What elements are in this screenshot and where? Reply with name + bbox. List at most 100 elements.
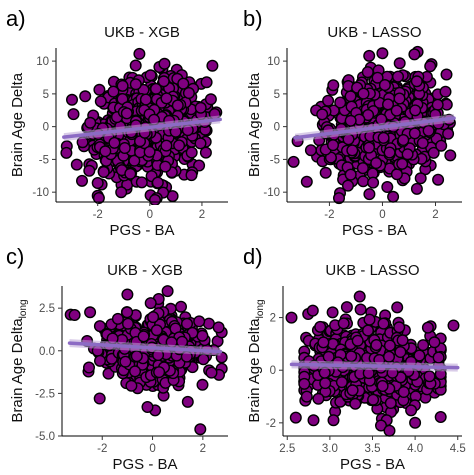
data-point (434, 411, 447, 424)
data-point (99, 145, 112, 158)
data-point (121, 288, 134, 301)
data-point (387, 190, 400, 203)
data-point (197, 353, 210, 366)
data-point (160, 139, 173, 152)
data-point (424, 60, 437, 73)
data-point (93, 83, 106, 96)
data-point (65, 93, 78, 106)
data-point (444, 149, 457, 162)
data-point (334, 96, 347, 109)
data-point (196, 378, 209, 391)
data-point (83, 164, 96, 177)
x-tick-label: 2 (200, 443, 206, 455)
data-point (378, 78, 391, 91)
data-point (205, 366, 218, 379)
data-point (367, 393, 380, 406)
data-point (171, 99, 184, 112)
points-layer (64, 285, 228, 436)
panel-d: d) UKB - LASSO 2.5 3.0 3.5 4.0 4.5 -2 0 2 PGS - BA… (243, 244, 466, 473)
y-tick-label: 5 (43, 89, 49, 101)
data-point (371, 71, 384, 84)
data-point (432, 173, 445, 186)
data-point (391, 301, 404, 314)
data-point (397, 133, 410, 146)
y-axis-label-subscript: long (255, 299, 266, 318)
data-point (327, 79, 340, 92)
data-point (147, 311, 160, 324)
data-point (91, 176, 104, 189)
data-point (92, 191, 105, 204)
panel-label: b) (243, 6, 263, 31)
trend-line (62, 117, 222, 139)
data-point (345, 350, 358, 363)
x-tick-label: 0 (149, 443, 155, 455)
data-point (326, 306, 339, 319)
data-point (390, 168, 403, 181)
data-point (362, 324, 375, 337)
trend-line (293, 116, 456, 140)
x-axis-label: PGS - BA (109, 222, 174, 239)
data-point (93, 354, 106, 367)
y-axis-label: Brain Age Deltalong (246, 299, 266, 422)
data-point (79, 90, 92, 103)
data-point (116, 79, 129, 92)
data-point (124, 167, 137, 180)
data-point (118, 141, 131, 154)
x-tick-label: 0 (379, 209, 385, 221)
data-point (381, 180, 394, 193)
data-point (383, 424, 396, 437)
data-point (200, 76, 213, 89)
panel-b: b) UKB - LASSO -2 0 2 -10 -5 0 5 10 PGS - BA Brain … (243, 6, 462, 239)
y-axis-label: Brain Age Delta (246, 72, 263, 177)
data-point (141, 401, 154, 414)
data-point (144, 69, 157, 82)
data-point (346, 384, 359, 397)
x-tick-label: 2 (199, 209, 205, 221)
data-point (337, 317, 350, 330)
data-point (383, 350, 396, 363)
data-point (107, 85, 120, 98)
data-point (317, 336, 330, 349)
y-tick-label: -5.0 (35, 431, 55, 443)
x-tick-label: -2 (324, 209, 334, 221)
x-axis-label: PGS - BA (340, 456, 405, 473)
data-point (287, 155, 300, 168)
data-point (401, 148, 414, 161)
y-tick-label: -5 (270, 154, 280, 166)
data-point (376, 47, 389, 60)
data-point (410, 182, 423, 195)
y-axis-label-subscript: long (18, 299, 29, 318)
data-point (161, 285, 174, 298)
data-point (212, 321, 225, 334)
data-point (158, 57, 171, 70)
x-tick-label: 2.5 (279, 443, 295, 455)
data-point (361, 66, 374, 79)
data-point (349, 397, 362, 410)
data-point (194, 137, 207, 150)
x-tick-label: 3.5 (365, 443, 381, 455)
data-point (357, 175, 370, 188)
data-point (67, 108, 80, 121)
y-tick-label: 0 (43, 122, 49, 134)
data-point (111, 312, 124, 325)
data-point (327, 139, 340, 152)
data-point (120, 107, 133, 120)
data-point (304, 144, 317, 157)
data-point (139, 93, 152, 106)
x-tick-label: -2 (93, 209, 103, 221)
data-point (431, 98, 444, 111)
data-point (75, 174, 88, 187)
y-tick-label: 5 (274, 89, 280, 101)
data-point (435, 139, 448, 152)
data-point (199, 146, 212, 159)
data-point (393, 321, 406, 334)
data-point (376, 380, 389, 393)
data-point (193, 315, 206, 328)
data-point (150, 324, 163, 337)
data-point (393, 57, 406, 70)
data-point (157, 75, 170, 88)
data-point (354, 303, 367, 316)
data-point (194, 423, 207, 436)
data-point (306, 304, 319, 317)
